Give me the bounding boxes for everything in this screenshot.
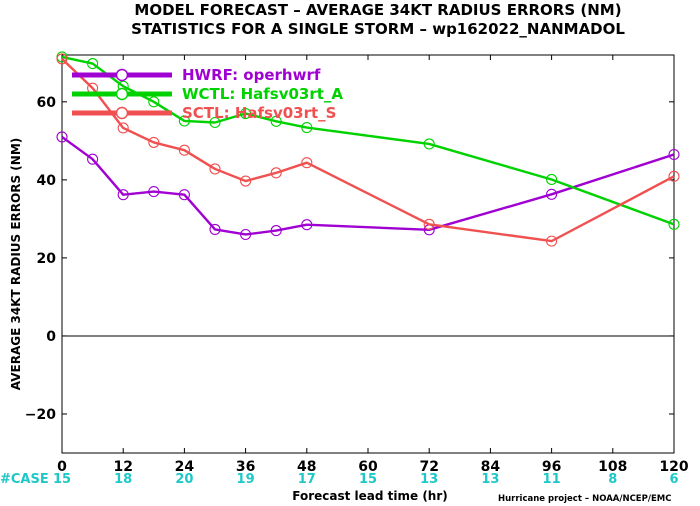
series-line xyxy=(61,135,675,236)
x-tick-label: 12 xyxy=(113,459,132,475)
data-point xyxy=(546,235,558,247)
series-2 xyxy=(56,53,680,247)
data-point xyxy=(423,218,435,230)
x-tick-label: 48 xyxy=(297,459,316,475)
x-tick-label: 24 xyxy=(175,459,195,475)
data-point xyxy=(668,170,680,182)
legend-label: HWRF: operhwrf xyxy=(182,66,321,84)
data-point xyxy=(270,225,282,237)
data-point xyxy=(301,157,313,169)
legend-marker xyxy=(115,87,129,101)
data-point xyxy=(240,228,252,241)
data-point xyxy=(546,188,558,200)
credit-text: Hurricane project – NOAA/NCEP/EMC xyxy=(498,494,671,504)
case-count: 13 xyxy=(420,472,438,487)
case-count: 19 xyxy=(237,472,255,487)
x-tick-label: 36 xyxy=(236,459,255,475)
data-point xyxy=(178,115,190,127)
data-point xyxy=(148,136,160,148)
data-point xyxy=(56,53,68,65)
data-point xyxy=(270,167,282,179)
data-point xyxy=(423,138,435,150)
legend-marker xyxy=(115,68,129,82)
x-tick-label: 0 xyxy=(57,459,67,475)
case-count: 15 xyxy=(53,472,71,487)
data-point xyxy=(301,122,313,134)
series-line xyxy=(61,55,675,226)
y-tick-label: 60 xyxy=(37,95,57,111)
x-tick-label: 60 xyxy=(358,459,378,475)
case-count: 6 xyxy=(669,472,678,487)
y-axis-title: AVERAGE 34KT RADIUS ERRORS (NM) xyxy=(9,138,23,390)
data-point xyxy=(117,122,129,134)
series-layer xyxy=(56,51,680,247)
x-tick-label: 96 xyxy=(542,459,561,475)
case-counts: 15 18 20 19 17 15 13 13 11 8 6 xyxy=(53,472,679,487)
plot-area: 0 12 24 36 48 60 72 84 96 108 120 −20 0 20 40 60 HWRF:… xyxy=(25,51,689,475)
case-count: 8 xyxy=(608,472,617,487)
x-tick-label: 120 xyxy=(659,459,688,475)
x-axis-title: Forecast lead time (hr) xyxy=(292,489,448,503)
data-point xyxy=(668,148,680,161)
x-tick-label: 84 xyxy=(481,459,501,475)
data-point xyxy=(546,173,558,186)
data-point xyxy=(209,163,221,175)
y-tick-label: 40 xyxy=(37,173,57,189)
data-point xyxy=(148,186,160,198)
data-point xyxy=(240,175,252,187)
case-count: 20 xyxy=(175,472,193,487)
legend-marker xyxy=(115,106,129,120)
data-point xyxy=(668,218,680,230)
data-point xyxy=(209,223,221,235)
data-point xyxy=(87,153,99,165)
x-tick-label: 72 xyxy=(419,459,438,475)
y-tick-label: 20 xyxy=(37,251,57,267)
data-point xyxy=(270,115,282,127)
data-point xyxy=(178,144,190,156)
x-axis-ticks: 0 12 24 36 48 60 72 84 96 108 120 xyxy=(57,55,689,475)
data-point xyxy=(240,107,252,120)
data-point xyxy=(148,96,160,108)
case-count: 11 xyxy=(543,472,561,487)
series-1 xyxy=(56,51,680,230)
chart-title-line2: STATISTICS FOR A SINGLE STORM – wp162022… xyxy=(131,20,625,38)
data-point xyxy=(56,131,68,143)
chart-title-line1: MODEL FORECAST – AVERAGE 34KT RADIUS ERR… xyxy=(134,1,621,19)
data-point xyxy=(178,189,190,201)
data-point xyxy=(209,116,221,129)
y-tick-label: 0 xyxy=(46,329,56,345)
legend-label: WCTL: Hafsv03rt_A xyxy=(182,85,343,103)
data-point xyxy=(301,219,313,231)
case-count: 18 xyxy=(114,472,132,487)
data-point xyxy=(87,58,99,70)
y-axis-ticks: −20 0 20 40 60 xyxy=(25,95,674,423)
series-line xyxy=(61,58,675,243)
case-count: 13 xyxy=(481,472,499,487)
case-count: 17 xyxy=(298,472,316,487)
x-tick-label: 108 xyxy=(598,459,627,475)
legend-label: SCTL: Hafsv03rt_S xyxy=(182,104,336,122)
series-0 xyxy=(56,131,680,241)
case-count: 15 xyxy=(359,472,377,487)
y-tick-label: −20 xyxy=(25,407,56,423)
case-label: #CASE xyxy=(0,472,49,487)
data-point xyxy=(117,189,129,201)
